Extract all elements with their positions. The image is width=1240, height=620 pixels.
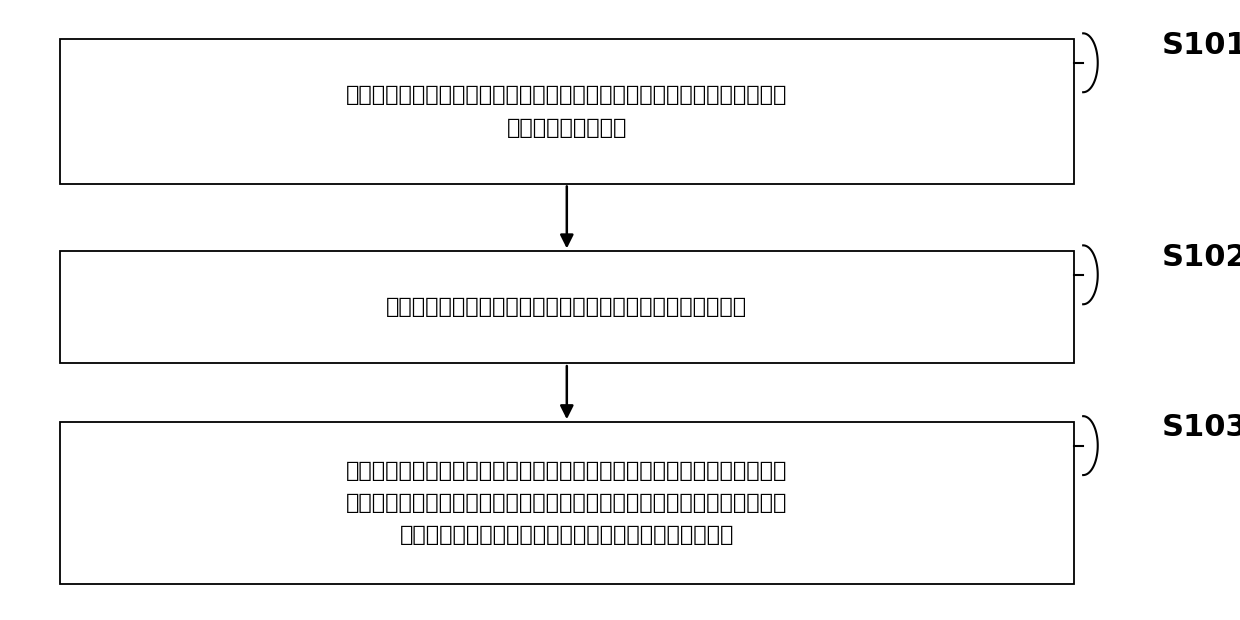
Text: 子束进入后加速间隙；同时，电子束后加速脉冲源的后加速脉冲电压作用于: 子束进入后加速间隙；同时，电子束后加速脉冲源的后加速脉冲电压作用于 (346, 493, 787, 513)
Text: 电离波从空心阴极向阳极发展，在阳极的小孔外检测到高能电子束，高能电: 电离波从空心阴极向阳极发展，在阳极的小孔外检测到高能电子束，高能电 (346, 461, 787, 480)
Bar (60, 39, 1074, 184)
Text: S101: S101 (1161, 30, 1240, 60)
Bar (60, 251, 1074, 363)
Text: 脉冲电压作用到空心阴极后，在伪火花间隙内产生较高的电场: 脉冲电压作用到空心阴极后，在伪火花间隙内产生较高的电场 (386, 297, 748, 317)
Text: 空心阴极，阳极接地: 空心阴极，阳极接地 (507, 118, 627, 138)
Text: 后加速间隙，对电子束进行进一步加速，提高电子束能量: 后加速间隙，对电子束进行进一步加速，提高电子束能量 (399, 525, 734, 546)
Text: S103: S103 (1161, 414, 1240, 443)
Text: 伪火花放电纳秒脉冲源输出负极性脉冲，通过高压导线作用于伪火花间隙的: 伪火花放电纳秒脉冲源输出负极性脉冲，通过高压导线作用于伪火花间隙的 (346, 85, 787, 105)
Bar (60, 422, 1074, 584)
Text: S102: S102 (1161, 242, 1240, 272)
